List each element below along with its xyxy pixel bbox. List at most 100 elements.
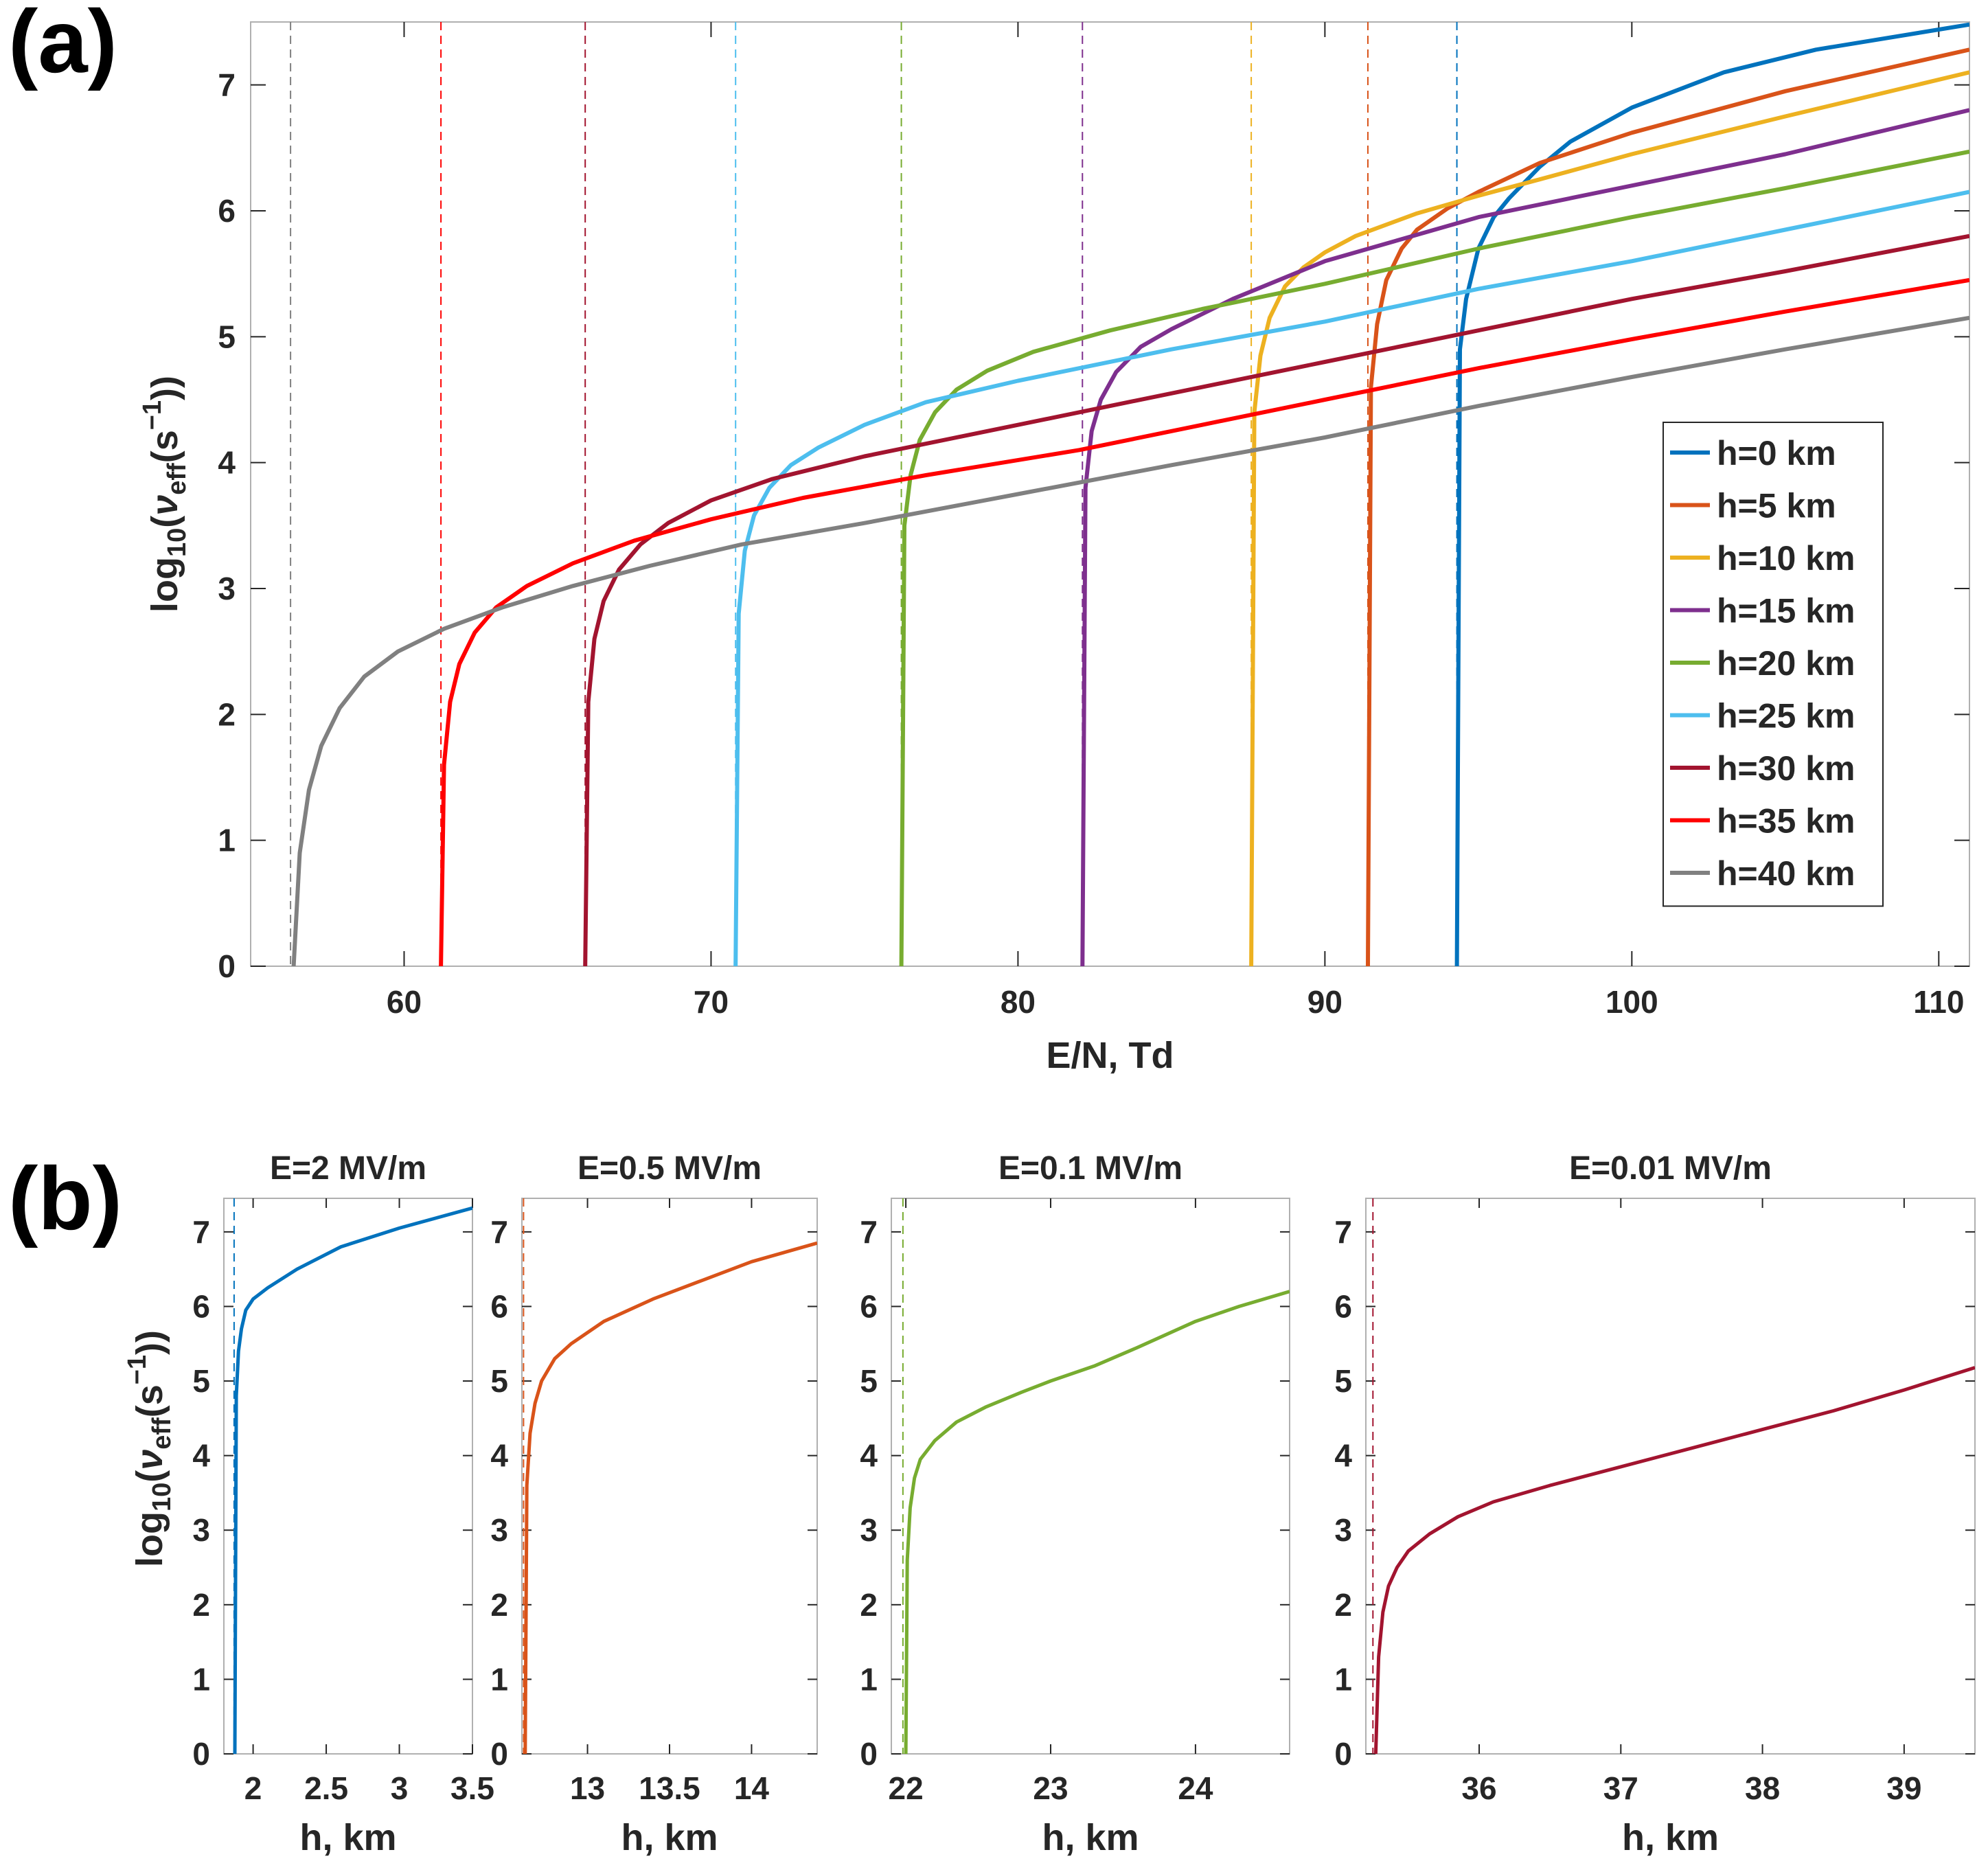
series-line-h-10-km — [1249, 70, 1969, 966]
x-tick-label: 3.5 — [450, 1770, 494, 1806]
x-tick-label: 13 — [570, 1770, 605, 1806]
axes-box — [521, 1198, 818, 1755]
x-tick-label: 80 — [1001, 984, 1036, 1020]
x-tick-label: 100 — [1606, 984, 1658, 1020]
series-line-e-0-1-mv-m — [904, 1290, 1290, 1754]
y-tick-label: 0 — [192, 1736, 210, 1772]
y-tick-label: 6 — [860, 1288, 878, 1324]
y-tick-label: 4 — [218, 445, 236, 481]
y-tick-label: 3 — [860, 1512, 878, 1548]
legend-entry-8: h=40 km — [1717, 854, 1855, 893]
y-tick-label: 4 — [490, 1438, 508, 1474]
legend-entry-4: h=20 km — [1717, 644, 1855, 683]
y-tick-label: 1 — [192, 1661, 210, 1697]
x-tick-label: 38 — [1745, 1770, 1780, 1806]
panel-title: E=0.5 MV/m — [578, 1150, 762, 1187]
series-line-e-2-mv-m — [233, 1206, 472, 1754]
y-tick-label: 2 — [218, 696, 236, 732]
x-tick-label: 110 — [1913, 984, 1964, 1020]
legend-entry-3: h=15 km — [1717, 592, 1855, 630]
panel-title: E=0.1 MV/m — [998, 1150, 1182, 1187]
x-tick-label: 60 — [387, 984, 422, 1020]
y-tick-label: 5 — [218, 319, 236, 354]
series-line-h-35-km — [439, 277, 1969, 966]
y-tick-label: 5 — [490, 1363, 508, 1399]
x-tick-label: 13.5 — [639, 1770, 700, 1806]
y-tick-label: 0 — [218, 948, 236, 984]
panel-b2: 13 13.5 14 0 1 2 3 4 5 6 7 h, km E=0.5 MV/m — [490, 1150, 818, 1858]
y-tick-label: 6 — [490, 1288, 508, 1324]
y-tick-label: 0 — [860, 1736, 878, 1772]
panel-label: (b) — [8, 1148, 122, 1248]
series-line-h-30-km — [583, 233, 1969, 966]
y-tick-label: 7 — [1334, 1214, 1352, 1250]
legend-entry-6: h=30 km — [1717, 749, 1855, 788]
x-tick-label: 2 — [244, 1770, 262, 1806]
x-tick-label: 2.5 — [304, 1770, 348, 1806]
y-tick-label: 2 — [490, 1587, 508, 1623]
panel-title: E=2 MV/m — [270, 1150, 426, 1187]
y-tick-label: 1 — [1334, 1661, 1352, 1697]
legend: h=0 km h=5 km h=10 km h=15 km h=20 km h=25 km… — [1663, 422, 1884, 907]
x-tick-label: 90 — [1307, 984, 1343, 1020]
y-tick-label: 3 — [192, 1512, 210, 1548]
x-axis-label: h, km — [1042, 1817, 1139, 1858]
y-tick-label: 3 — [1334, 1512, 1352, 1548]
y-tick-label: 7 — [860, 1214, 878, 1250]
y-axis-label: log10(νeff(s−1)) — [123, 1330, 176, 1567]
x-tick-label: 3 — [391, 1770, 409, 1806]
y-tick-label: 1 — [218, 823, 236, 858]
y-tick-label: 1 — [860, 1661, 878, 1697]
y-tick-label: 4 — [1334, 1438, 1352, 1474]
y-axis-label: log10(νeff(s−1)) — [138, 376, 192, 613]
legend-entry-0: h=0 km — [1717, 434, 1836, 472]
panel-title: E=0.01 MV/m — [1569, 1150, 1772, 1187]
y-tick-label: 6 — [218, 193, 236, 229]
x-tick-label: 36 — [1461, 1770, 1496, 1806]
series-line-h-25-km — [733, 190, 1969, 966]
y-tick-label: 0 — [490, 1736, 508, 1772]
y-tick-label: 3 — [490, 1512, 508, 1548]
x-axis-label: E/N, Td — [1047, 1035, 1174, 1076]
y-tick-label: 1 — [490, 1661, 508, 1697]
legend-entry-1: h=5 km — [1717, 487, 1836, 525]
x-axis-label: h, km — [1622, 1817, 1719, 1858]
series-line-e-0-5-mv-m — [523, 1241, 817, 1754]
y-tick-label: 4 — [192, 1438, 210, 1474]
series-line-h-15-km — [1080, 108, 1969, 966]
y-tick-label: 6 — [192, 1288, 210, 1324]
x-axis-label: h, km — [621, 1817, 718, 1858]
x-tick-label: 24 — [1178, 1770, 1213, 1806]
y-tick-label: 2 — [860, 1587, 878, 1623]
y-tick-label: 5 — [860, 1363, 878, 1399]
x-tick-label: 39 — [1886, 1770, 1921, 1806]
x-tick-label: 22 — [889, 1770, 924, 1806]
legend-entry-7: h=35 km — [1717, 802, 1855, 841]
y-tick-label: 3 — [218, 571, 236, 606]
y-tick-label: 2 — [192, 1587, 210, 1623]
y-tick-label: 7 — [192, 1214, 210, 1250]
y-tick-label: 7 — [218, 67, 236, 103]
x-axis-label: h, km — [299, 1817, 396, 1858]
legend-entry-2: h=10 km — [1717, 539, 1855, 578]
panel-b4: 36 37 38 39 0 1 2 3 4 5 6 7 h, km E=0.01 MV/m — [1334, 1150, 1976, 1858]
legend-entry-5: h=25 km — [1717, 697, 1855, 735]
series-line-h-5-km — [1366, 47, 1969, 966]
x-tick-label: 23 — [1033, 1770, 1068, 1806]
series-line-h-40-km — [291, 315, 1969, 966]
y-tick-label: 5 — [1334, 1363, 1352, 1399]
series-line-e-0-01-mv-m — [1373, 1366, 1975, 1754]
x-tick-label: 70 — [694, 984, 729, 1020]
y-tick-label: 5 — [192, 1363, 210, 1399]
y-tick-label: 4 — [860, 1438, 878, 1474]
panel-label: (a) — [8, 0, 117, 91]
x-tick-label: 14 — [734, 1770, 770, 1806]
y-tick-label: 2 — [1334, 1587, 1352, 1623]
y-tick-label: 0 — [1334, 1736, 1352, 1772]
axes-box — [1365, 1198, 1976, 1755]
axes-box — [223, 1198, 473, 1755]
